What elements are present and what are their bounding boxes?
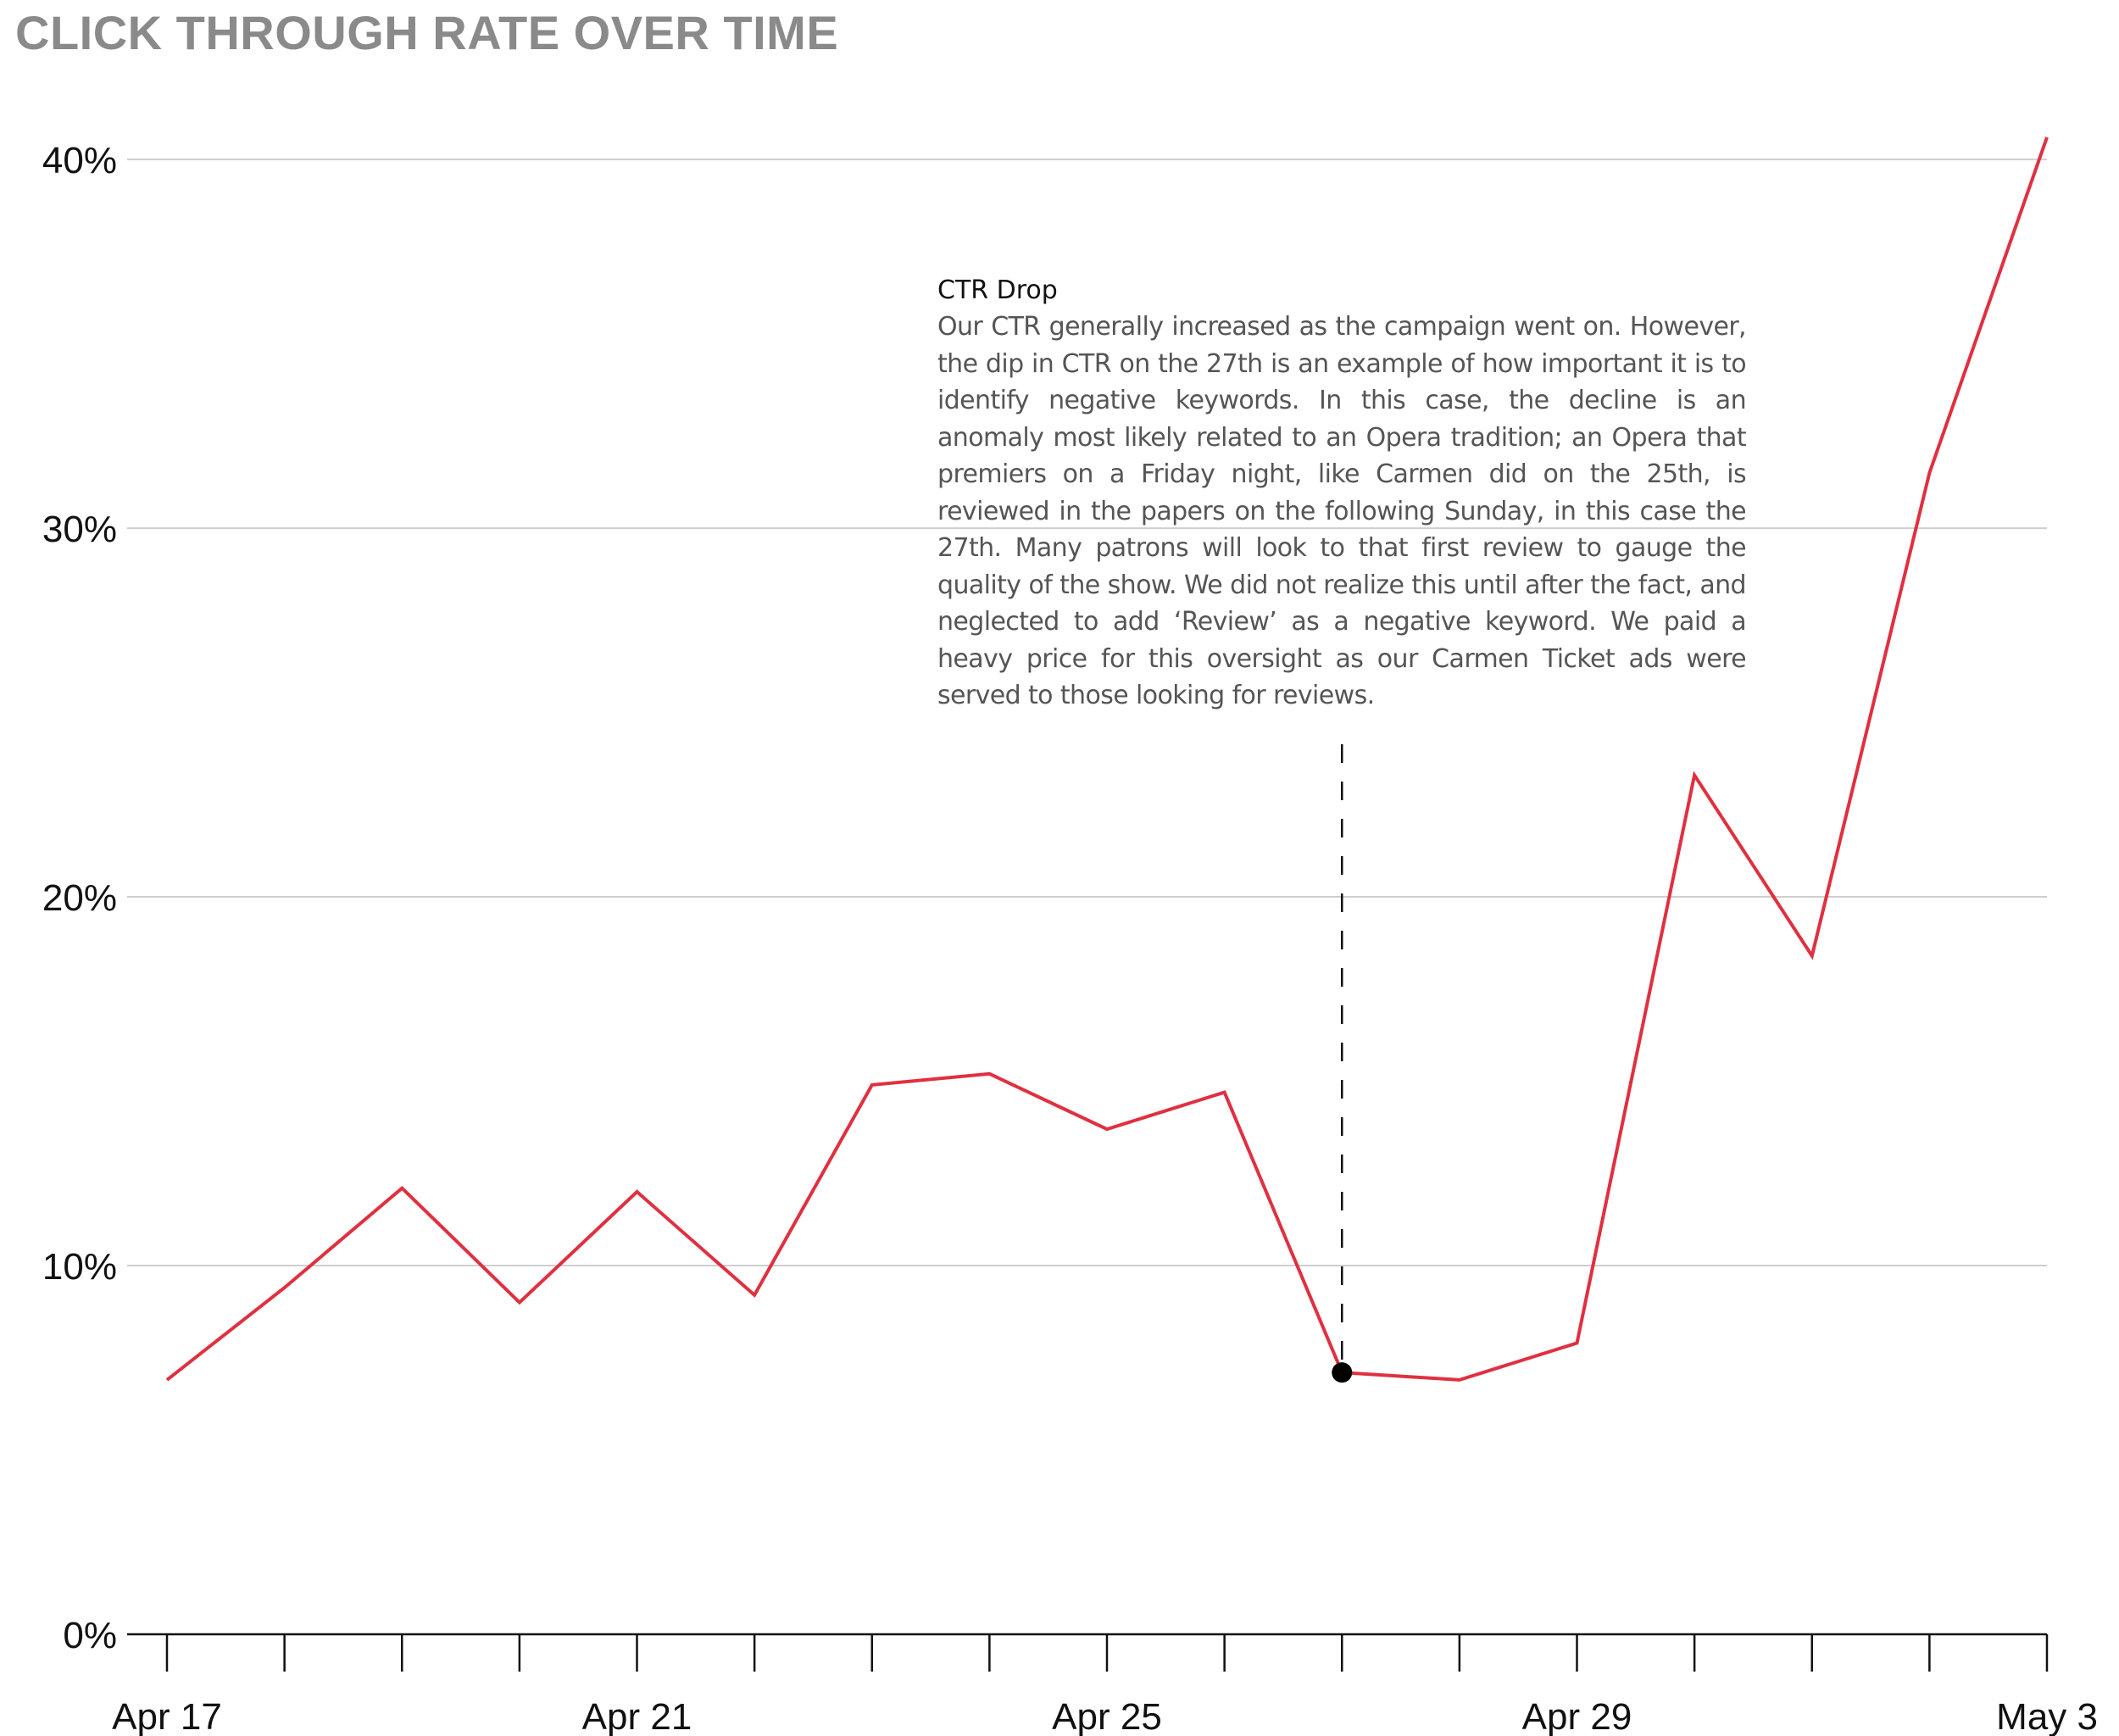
x-tick-label: May 3 xyxy=(1996,1696,2098,1736)
gridlines xyxy=(127,159,2047,1267)
annotation-callout: CTR Drop Our CTR generally increased as … xyxy=(937,273,1747,715)
x-tick-label: Apr 21 xyxy=(582,1696,692,1736)
annotation-point xyxy=(1332,1362,1353,1383)
y-tick-label: 30% xyxy=(42,509,117,550)
y-tick-label: 10% xyxy=(42,1246,117,1288)
y-tick-label: 40% xyxy=(42,140,117,181)
y-tick-label: 0% xyxy=(63,1615,117,1656)
y-axis: 0% 10% 20% 30% 40% xyxy=(42,140,117,1656)
x-tick-label: Apr 29 xyxy=(1522,1696,1632,1736)
annotation-text: Our CTR generally increased as the campa… xyxy=(937,312,1747,710)
series-line xyxy=(165,136,2049,1382)
series xyxy=(165,136,2049,1383)
y-tick-label: 20% xyxy=(42,877,117,919)
chart-title: CLICK THROUGH RATE OVER TIME xyxy=(15,6,839,59)
x-tick-label: Apr 25 xyxy=(1052,1696,1162,1736)
x-tick-label: Apr 17 xyxy=(112,1696,222,1736)
x-axis: Apr 17 Apr 21 Apr 25 Apr 29 May 3 xyxy=(112,1633,2098,1736)
annotation-title: CTR Drop xyxy=(937,275,1058,305)
